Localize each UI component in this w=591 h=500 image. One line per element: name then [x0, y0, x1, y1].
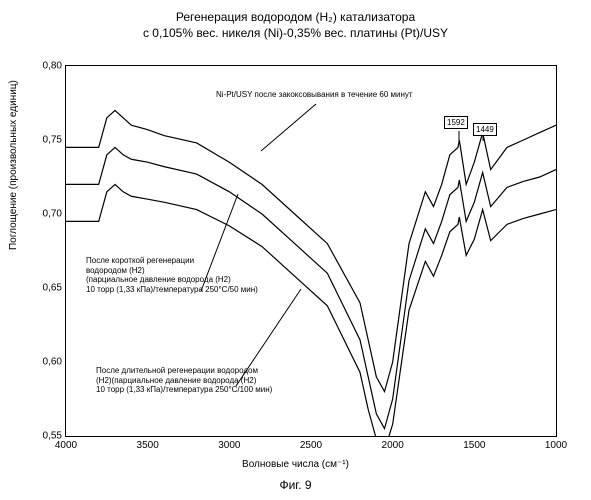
series-top: [66, 110, 556, 391]
y-tick: 0,65: [43, 283, 62, 294]
x-axis-label: Волновые числа (см⁻¹): [0, 459, 591, 470]
x-tick: 1000: [545, 440, 567, 451]
annotation-middle: После короткой регенерации водородом (H2…: [86, 256, 266, 294]
title-line2: с 0,105% вес. никеля (Ni)-0,35% вес. пла…: [143, 26, 448, 40]
x-tick: 1500: [463, 440, 485, 451]
annotation-top: Ni-Pt/USY после закоксовывания в течение…: [216, 90, 456, 100]
title-line1: Регенерация водородом (H₂) катализатора: [176, 10, 415, 24]
plot-area: Ni-Pt/USY после закоксовывания в течение…: [65, 65, 557, 437]
x-tick: 2500: [300, 440, 322, 451]
peak-label-1592: 1592: [444, 116, 468, 129]
y-tick: 0,70: [43, 209, 62, 220]
x-tick: 3500: [137, 440, 159, 451]
y-tick: 0,75: [43, 135, 62, 146]
figure-label: Фиг. 9: [0, 478, 591, 492]
chart-title: Регенерация водородом (H₂) катализатора …: [0, 10, 591, 41]
x-tick: 4000: [55, 440, 77, 451]
arrow-top: [261, 104, 316, 151]
y-tick: 0,60: [43, 357, 62, 368]
series-bottom: [66, 184, 556, 436]
x-tick: 2000: [382, 440, 404, 451]
annotation-bottom: После длительной регенерации водородом (…: [96, 366, 296, 395]
x-tick: 3000: [218, 440, 240, 451]
chart-container: Регенерация водородом (H₂) катализатора …: [0, 0, 591, 500]
y-axis-label: Поглощение (произвольных единиц): [8, 80, 19, 250]
peak-label-1449: 1449: [473, 123, 497, 136]
y-tick: 0,80: [43, 61, 62, 72]
